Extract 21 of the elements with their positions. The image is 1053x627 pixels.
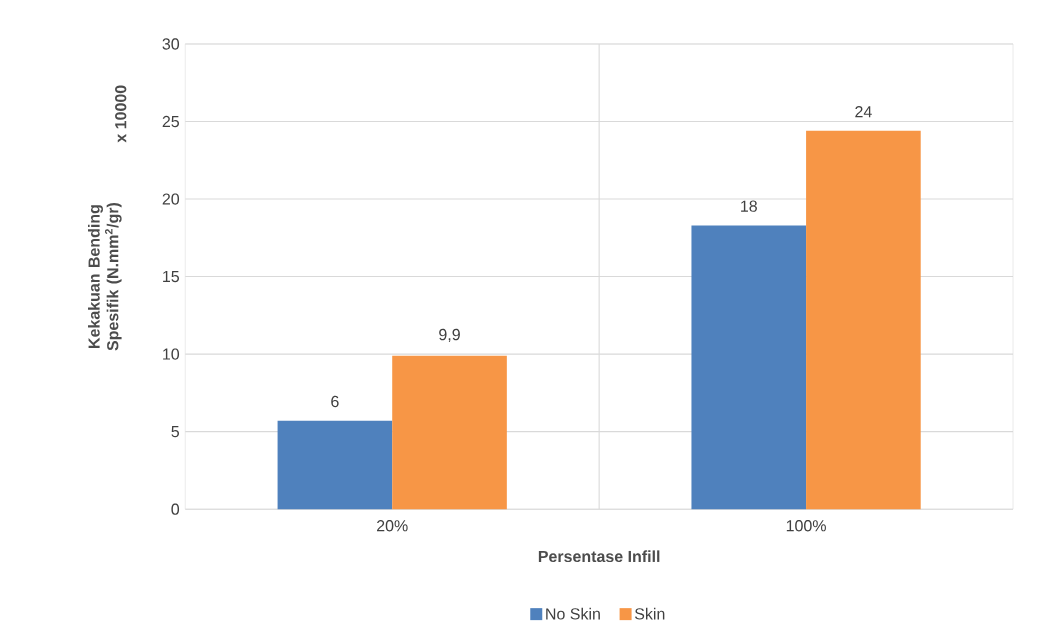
- bar: [277, 420, 393, 510]
- data-label: 18: [741, 200, 757, 212]
- y-tick-label: 25: [162, 115, 179, 128]
- y-tick-label: 15: [163, 270, 179, 283]
- y-tick-label: 30: [162, 38, 180, 50]
- text: x 10000: [115, 85, 127, 143]
- y-tick-label: 10: [163, 348, 180, 360]
- y-tick-label: 5: [171, 426, 179, 438]
- bar: [392, 355, 507, 510]
- data-label: 24: [855, 106, 872, 118]
- legend-label: No Skin: [546, 607, 600, 620]
- x-tick-label: 20%: [377, 520, 408, 532]
- y-tick-label: 0: [171, 503, 180, 515]
- x-axis-title: Persentase Infill: [538, 550, 660, 563]
- y-tick-label: 20: [162, 193, 180, 205]
- data-label: 6: [331, 395, 339, 408]
- x-tick-label: 100%: [786, 520, 826, 532]
- bar: [691, 225, 807, 510]
- bar: [806, 130, 921, 510]
- data-label: 9,9: [439, 328, 460, 343]
- legend-label: Skin: [634, 607, 665, 620]
